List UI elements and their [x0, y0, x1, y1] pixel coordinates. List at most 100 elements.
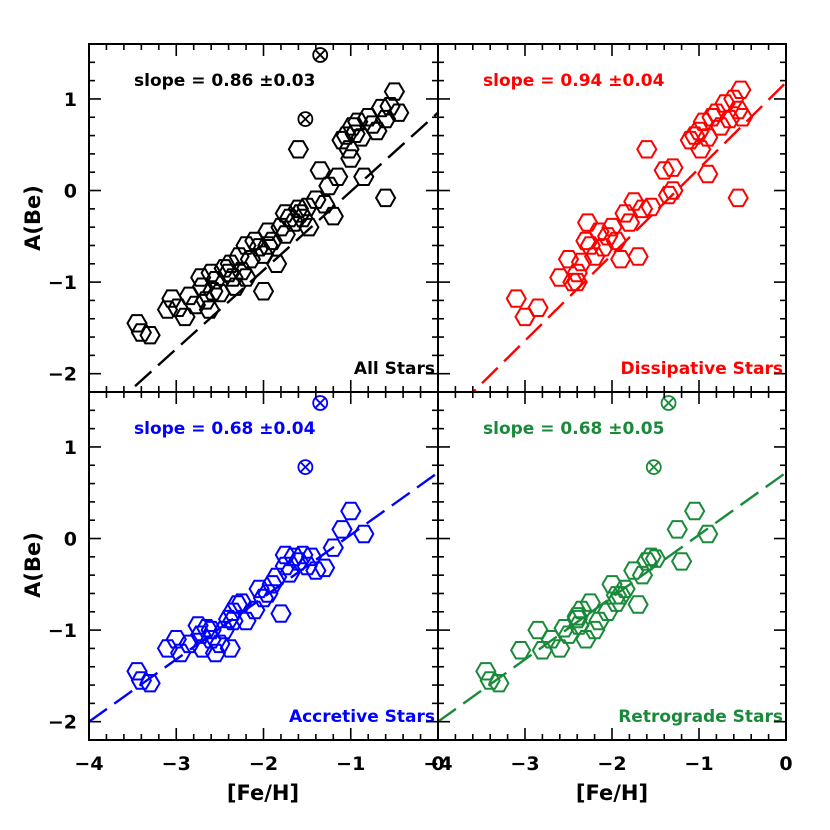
crossed-point — [660, 395, 677, 411]
data-point — [313, 195, 336, 214]
data-point — [662, 158, 684, 177]
data-point — [289, 204, 311, 223]
data-point — [583, 247, 606, 266]
data-point — [631, 199, 654, 219]
y-tick-label: −2 — [48, 712, 77, 734]
data-point — [235, 268, 257, 287]
panel-retrograde-stars: slope = 0.68 ±0.05 Retrograde Stars — [438, 395, 786, 727]
data-point — [292, 545, 314, 565]
data-point — [353, 167, 375, 186]
data-point — [213, 259, 235, 278]
data-point — [583, 620, 606, 640]
data-point — [296, 556, 318, 576]
data-point — [566, 607, 588, 626]
x-tick-label: −3 — [510, 753, 539, 775]
data-point — [174, 307, 196, 327]
data-point — [340, 501, 362, 521]
crossed-point — [297, 111, 314, 127]
x-tick-label: −2 — [597, 753, 626, 775]
data-point — [727, 188, 749, 208]
x-tick-label: −4 — [423, 753, 452, 775]
data-point — [618, 213, 641, 232]
y-tick-label: 1 — [64, 437, 77, 459]
data-point — [169, 643, 192, 663]
data-point — [190, 625, 212, 644]
data-point — [505, 289, 527, 308]
data-point — [296, 197, 318, 217]
data-point — [231, 261, 253, 281]
tick-labels: −4 −3 −2 −1 0−4 −3 −2 −1 010−1−210−1−2 — [48, 89, 793, 775]
data-point — [318, 176, 340, 196]
data-point — [653, 161, 675, 180]
data-point — [730, 80, 752, 99]
data-point — [139, 674, 161, 693]
data-point — [270, 604, 292, 623]
panel-all-stars: slope = 0.86 ±0.03 All Stars — [126, 47, 438, 392]
slope-annotation: slope = 0.68 ±0.04 — [134, 419, 316, 439]
data-point — [322, 206, 344, 226]
data-point — [601, 217, 623, 237]
x-tick-label: −2 — [249, 753, 278, 775]
data-point — [261, 575, 283, 594]
data-point — [130, 323, 153, 342]
data-point — [566, 263, 588, 283]
data-point — [627, 595, 649, 614]
data-point — [161, 289, 183, 308]
y-tick-label: 0 — [64, 529, 77, 551]
data-point — [309, 161, 331, 180]
data-point — [204, 643, 227, 663]
y-tick-label: −1 — [48, 272, 77, 294]
data-point — [130, 671, 153, 690]
data-point — [576, 213, 599, 232]
data-point — [202, 282, 224, 301]
data-point — [209, 634, 231, 654]
data-point — [727, 100, 749, 120]
data-point — [287, 140, 310, 159]
data-point — [479, 671, 501, 690]
data-point — [718, 109, 741, 129]
fit-line — [126, 111, 438, 392]
data-point — [313, 558, 336, 578]
slope-annotation: slope = 0.94 ±0.04 — [483, 71, 665, 91]
data-point — [614, 579, 636, 599]
data-point — [596, 227, 619, 246]
data-point — [631, 565, 654, 585]
crossed-point — [297, 459, 314, 475]
x-axis-label-left: [Fe/H] — [227, 781, 299, 805]
y-axis-label-bottom: A(Be) — [21, 532, 45, 598]
axes-frame — [88, 43, 787, 741]
data-point — [305, 561, 327, 580]
data-point — [274, 204, 296, 223]
data-point — [252, 588, 275, 608]
data-point — [219, 639, 241, 658]
data-point — [701, 108, 723, 127]
crossed-point — [312, 395, 329, 411]
panel-dissipative-stars: slope = 0.94 ±0.04 Dissipative Stars — [471, 71, 786, 392]
data-point — [627, 247, 649, 266]
data-point — [684, 126, 706, 145]
data-point — [610, 250, 632, 269]
data-point — [614, 204, 636, 223]
data-point — [305, 190, 327, 209]
data-point — [213, 620, 235, 640]
data-point — [710, 117, 732, 136]
data-point — [287, 199, 310, 219]
data-point — [265, 567, 288, 587]
data-point — [370, 98, 392, 118]
data-point — [184, 295, 207, 315]
data-point — [657, 185, 680, 205]
panel-label: Dissipative Stars — [621, 359, 783, 379]
data-point — [605, 586, 628, 605]
crossed-point — [645, 459, 662, 475]
data-point — [222, 611, 244, 631]
data-point — [623, 192, 645, 211]
crossed-point — [312, 47, 329, 63]
data-point — [488, 674, 510, 693]
data-point — [566, 609, 588, 629]
data-point — [697, 164, 719, 184]
data-point — [588, 611, 610, 631]
data-point — [579, 593, 601, 612]
x-tick-label: 0 — [431, 753, 444, 775]
data-point — [298, 217, 320, 237]
